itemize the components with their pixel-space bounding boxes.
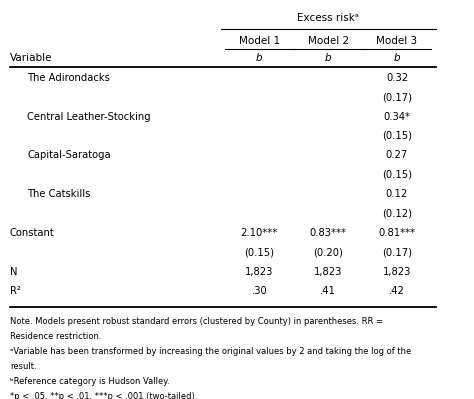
Text: (0.15): (0.15): [382, 131, 412, 141]
Text: N: N: [10, 267, 18, 277]
Text: (0.20): (0.20): [313, 247, 343, 257]
Text: .42: .42: [389, 286, 405, 296]
Text: (0.17): (0.17): [382, 247, 412, 257]
Text: Note. Models present robust standard errors (clustered by County) in parentheses: Note. Models present robust standard err…: [10, 317, 383, 326]
Text: .30: .30: [252, 286, 267, 296]
Text: 1,823: 1,823: [383, 267, 411, 277]
Text: result.: result.: [10, 362, 36, 371]
Text: (0.15): (0.15): [245, 247, 274, 257]
Text: The Adirondacks: The Adirondacks: [27, 73, 110, 83]
Text: Model 1: Model 1: [239, 36, 280, 45]
Text: Model 2: Model 2: [308, 36, 349, 45]
Text: 0.32: 0.32: [386, 73, 408, 83]
Text: Model 3: Model 3: [376, 36, 418, 45]
Text: Variable: Variable: [10, 53, 53, 63]
Text: Constant: Constant: [10, 228, 55, 238]
Text: Central Leather-Stocking: Central Leather-Stocking: [27, 112, 151, 122]
Text: 2.10***: 2.10***: [241, 228, 278, 238]
Text: R²: R²: [10, 286, 21, 296]
Text: Excess riskᵃ: Excess riskᵃ: [297, 13, 359, 23]
Text: The Catskills: The Catskills: [27, 189, 91, 199]
Text: Residence restriction.: Residence restriction.: [10, 332, 101, 341]
Text: 0.81***: 0.81***: [378, 228, 416, 238]
Text: 1,823: 1,823: [314, 267, 342, 277]
Text: 0.83***: 0.83***: [310, 228, 346, 238]
Text: 1,823: 1,823: [245, 267, 273, 277]
Text: (0.17): (0.17): [382, 92, 412, 102]
Text: b: b: [393, 53, 400, 63]
Text: *p < .05. **p < .01. ***p < .001 (two-tailed).: *p < .05. **p < .01. ***p < .001 (two-ta…: [10, 392, 197, 399]
Text: 0.12: 0.12: [386, 189, 408, 199]
Text: (0.15): (0.15): [382, 170, 412, 180]
Text: (0.12): (0.12): [382, 209, 412, 219]
Text: .41: .41: [320, 286, 336, 296]
Text: b: b: [325, 53, 331, 63]
Text: ᵃVariable has been transformed by increasing the original values by 2 and taking: ᵃVariable has been transformed by increa…: [10, 347, 411, 356]
Text: b: b: [256, 53, 263, 63]
Text: 0.27: 0.27: [386, 150, 408, 160]
Text: 0.34*: 0.34*: [383, 112, 410, 122]
Text: ᵇReference category is Hudson Valley.: ᵇReference category is Hudson Valley.: [10, 377, 170, 386]
Text: Capital-Saratoga: Capital-Saratoga: [27, 150, 111, 160]
